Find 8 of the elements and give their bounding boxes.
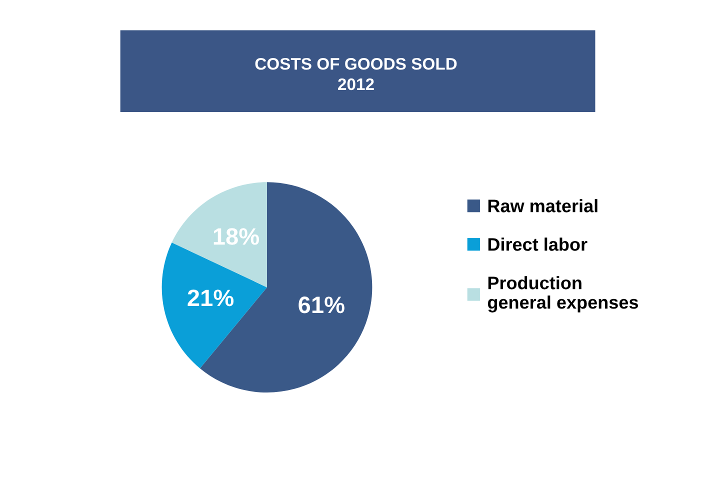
chart-title: COSTS OF GOODS SOLD 2012 [255, 58, 457, 90]
data-label: 21% [188, 290, 234, 306]
legend-label: Direct labor [488, 238, 588, 251]
data-label: 18% [214, 228, 260, 245]
pie-slice [172, 182, 267, 288]
legend-label: Production general expenses [488, 276, 638, 312]
data-label: 61% [298, 296, 344, 314]
legend-label: Raw material [488, 199, 598, 212]
